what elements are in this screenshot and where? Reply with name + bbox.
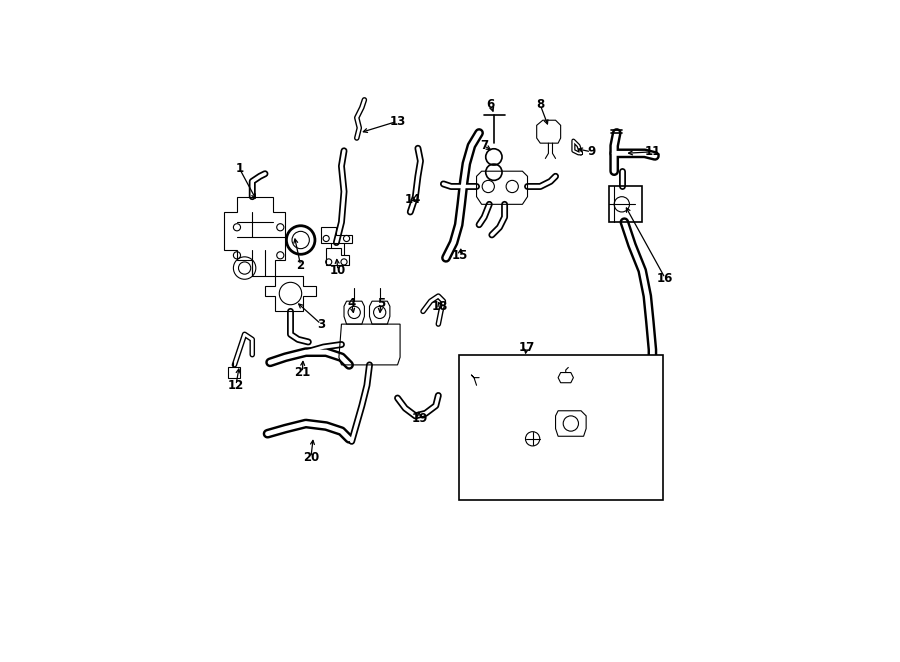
Text: 13: 13 — [390, 115, 406, 128]
Text: 8: 8 — [536, 99, 544, 111]
Text: 20: 20 — [302, 451, 319, 464]
Text: 9: 9 — [587, 146, 596, 158]
Text: 17: 17 — [518, 340, 535, 354]
Text: 21: 21 — [294, 366, 310, 379]
Text: 14: 14 — [405, 193, 421, 206]
Text: 18: 18 — [432, 300, 448, 312]
Text: 1: 1 — [236, 162, 244, 175]
Text: 12: 12 — [228, 379, 244, 392]
Text: 2: 2 — [297, 259, 305, 272]
Text: 15: 15 — [452, 249, 468, 261]
Text: 3: 3 — [317, 318, 325, 330]
Text: 16: 16 — [657, 271, 673, 285]
FancyBboxPatch shape — [459, 355, 662, 500]
Text: 6: 6 — [487, 99, 495, 111]
Text: 7: 7 — [480, 139, 489, 152]
Text: 10: 10 — [329, 264, 346, 277]
Text: 4: 4 — [347, 297, 356, 310]
Text: 5: 5 — [376, 297, 385, 310]
Text: 11: 11 — [644, 146, 661, 158]
Text: 19: 19 — [411, 412, 428, 425]
